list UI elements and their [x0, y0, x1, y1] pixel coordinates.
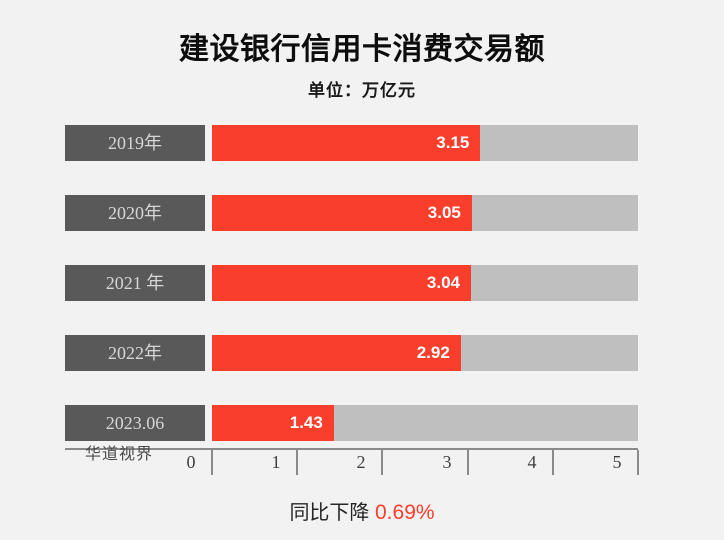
bar-fill: 2.92: [212, 335, 461, 371]
yoy-change-note: 同比下降 0.69%: [0, 496, 724, 525]
category-label: 2022年: [65, 335, 205, 371]
x-axis-tick: [296, 450, 298, 475]
bar-track: 2.92: [212, 335, 638, 371]
category-label: 2020年: [65, 195, 205, 231]
bar-fill: 3.05: [212, 195, 472, 231]
watermark-text: 华道视界: [85, 446, 154, 463]
bar-track: 1.43: [212, 405, 638, 441]
yoy-change-label: 同比下降: [289, 502, 375, 524]
x-axis-tick: [552, 450, 554, 475]
bar-row: 2021 年 3.04: [0, 265, 724, 301]
bar-track: 3.04: [212, 265, 638, 301]
bar-row: 2022年 2.92: [0, 335, 724, 371]
chart-title: 建设银行信用卡消费交易额: [179, 33, 545, 66]
x-axis-tick: [467, 450, 469, 475]
bar-row: 2020年 3.05: [0, 195, 724, 231]
category-label: 2019年: [65, 125, 205, 161]
yoy-change-value: 0.69%: [375, 501, 435, 524]
bar-fill: 3.15: [212, 125, 481, 161]
x-axis-tick-label: 4: [527, 452, 537, 472]
x-axis-tick: [637, 450, 639, 475]
x-axis-tick-label: 3: [442, 452, 452, 472]
category-label: 2023.06: [65, 405, 205, 441]
x-axis-tick-label: 1: [271, 452, 281, 472]
bar-track: 3.15: [212, 125, 638, 161]
bar-row: 2019年 3.15: [0, 125, 724, 161]
bar-fill: 1.43: [212, 405, 334, 441]
x-axis-tick-label: 5: [612, 452, 622, 472]
x-axis-tick-label: 2: [356, 452, 366, 472]
x-axis-tick: [211, 450, 213, 475]
bar-row: 2023.06 1.43: [0, 405, 724, 441]
category-label: 2021 年: [65, 265, 205, 301]
bar-track: 3.05: [212, 195, 638, 231]
bar-fill: 3.04: [212, 265, 471, 301]
x-axis-tick: [381, 450, 383, 475]
chart-unit-label: 单位：万亿元: [308, 81, 416, 100]
x-axis-tick-label: 0: [186, 452, 196, 472]
x-axis-line: [65, 448, 638, 450]
